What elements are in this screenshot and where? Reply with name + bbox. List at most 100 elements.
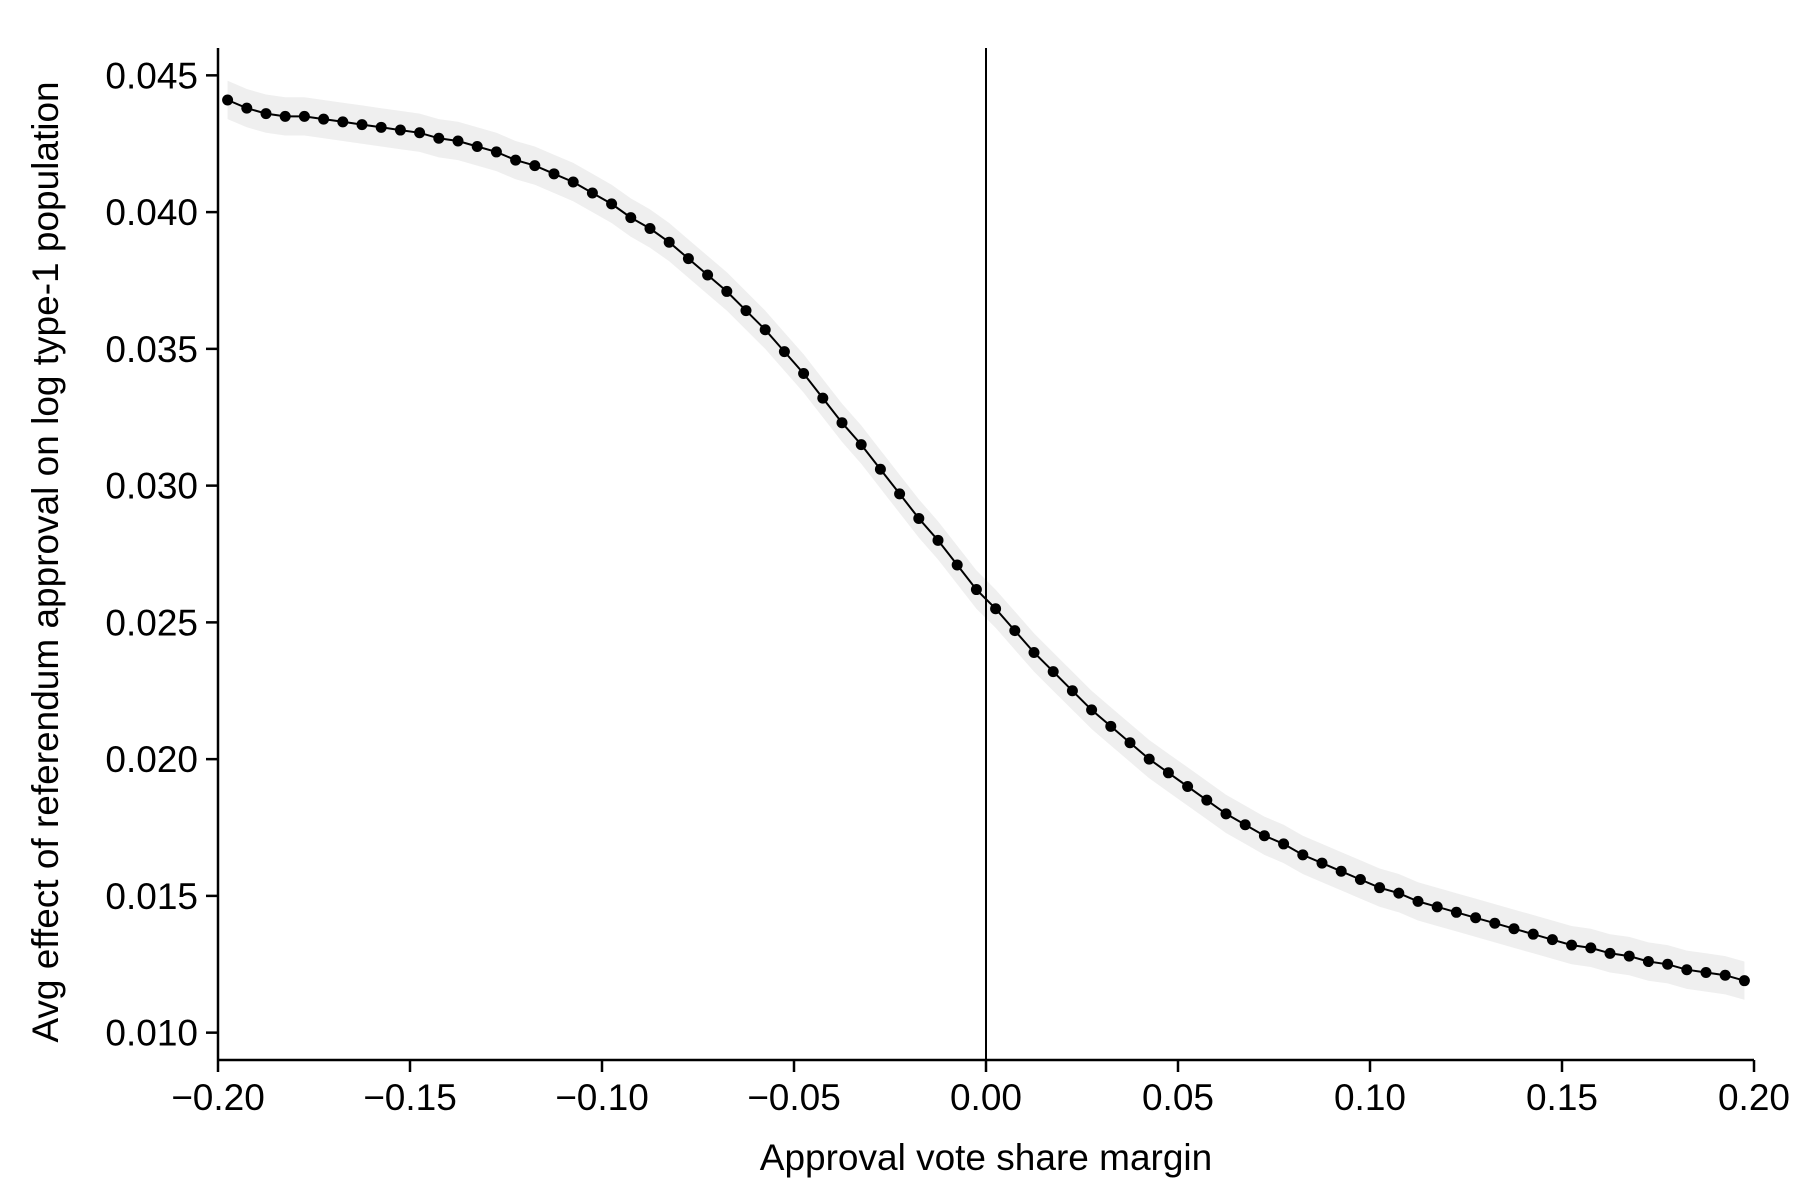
data-point bbox=[1681, 964, 1693, 976]
data-point bbox=[298, 110, 310, 122]
data-point bbox=[567, 176, 579, 188]
data-point bbox=[1527, 928, 1539, 940]
x-axis-ticks: −0.20 −0.15 −0.10 −0.05 0.00 0.05 0.10 0.15 0.20 bbox=[171, 1060, 1790, 1118]
data-point bbox=[1738, 975, 1750, 987]
data-point bbox=[586, 187, 598, 199]
data-point bbox=[1719, 969, 1731, 981]
data-point bbox=[510, 154, 522, 166]
data-point bbox=[1642, 956, 1654, 968]
data-point bbox=[1086, 704, 1098, 716]
data-point bbox=[855, 439, 867, 451]
data-point bbox=[222, 94, 234, 106]
x-tick-label: −0.15 bbox=[363, 1077, 457, 1118]
data-point bbox=[1182, 780, 1194, 792]
axes: −0.20 −0.15 −0.10 −0.05 0.00 0.05 0.10 0.15 0.20… bbox=[25, 48, 1790, 1178]
plot-layer bbox=[222, 48, 1750, 1060]
data-point bbox=[1201, 794, 1213, 806]
data-point bbox=[874, 463, 886, 475]
data-point bbox=[1623, 950, 1635, 962]
x-tick-label: 0.15 bbox=[1526, 1077, 1598, 1118]
y-tick-label: 0.025 bbox=[105, 602, 198, 643]
data-point bbox=[702, 269, 714, 281]
data-point bbox=[490, 146, 502, 158]
data-point bbox=[471, 140, 483, 152]
x-tick-label: 0.05 bbox=[1142, 1077, 1214, 1118]
data-point bbox=[548, 168, 560, 180]
data-point bbox=[1546, 934, 1558, 946]
data-point bbox=[1470, 912, 1482, 924]
data-point bbox=[836, 417, 848, 429]
data-point bbox=[1239, 819, 1251, 831]
data-point bbox=[356, 119, 368, 131]
data-point bbox=[1162, 767, 1174, 779]
y-axis-ticks: 0.010 0.015 0.020 0.025 0.030 0.035 0.040 0.045 bbox=[105, 55, 218, 1054]
data-point bbox=[1508, 923, 1520, 935]
data-point bbox=[798, 367, 810, 379]
data-point bbox=[260, 108, 272, 120]
y-tick-label: 0.045 bbox=[105, 55, 198, 96]
data-point bbox=[1604, 947, 1616, 959]
y-tick-label: 0.035 bbox=[105, 329, 198, 370]
data-point bbox=[1258, 830, 1270, 842]
data-point bbox=[913, 512, 925, 524]
data-point bbox=[778, 346, 790, 358]
data-point bbox=[740, 305, 752, 317]
x-tick-label: −0.10 bbox=[555, 1077, 649, 1118]
x-tick-label: −0.05 bbox=[747, 1077, 841, 1118]
x-tick-label: 0.00 bbox=[950, 1077, 1022, 1118]
y-tick-label: 0.015 bbox=[105, 876, 198, 917]
y-tick-label: 0.010 bbox=[105, 1013, 198, 1054]
data-point bbox=[394, 124, 406, 136]
data-point bbox=[1700, 966, 1712, 978]
data-point bbox=[279, 110, 291, 122]
data-point bbox=[1431, 901, 1443, 913]
data-point bbox=[1374, 882, 1386, 894]
data-point bbox=[894, 488, 906, 500]
data-point bbox=[1278, 838, 1290, 850]
y-tick-label: 0.030 bbox=[105, 466, 198, 507]
data-point bbox=[990, 603, 1002, 615]
data-point bbox=[1297, 849, 1309, 861]
x-tick-label: 0.10 bbox=[1334, 1077, 1406, 1118]
data-point bbox=[1393, 887, 1405, 899]
data-point bbox=[759, 324, 771, 336]
data-point bbox=[375, 121, 387, 133]
data-point bbox=[529, 160, 541, 172]
data-point bbox=[337, 116, 349, 128]
data-point bbox=[625, 212, 637, 224]
data-point bbox=[606, 198, 618, 210]
data-point bbox=[414, 127, 426, 139]
x-tick-label: 0.20 bbox=[1718, 1077, 1790, 1118]
data-point bbox=[1450, 906, 1462, 918]
data-point bbox=[1220, 808, 1232, 820]
y-axis-label: Avg effect of referendum approval on log… bbox=[25, 81, 66, 1042]
data-point bbox=[433, 132, 445, 144]
data-point bbox=[1566, 939, 1578, 951]
data-point bbox=[1143, 753, 1155, 765]
data-point bbox=[1105, 720, 1117, 732]
data-point bbox=[1585, 942, 1597, 954]
data-point bbox=[644, 223, 656, 235]
data-point bbox=[318, 113, 330, 125]
y-tick-label: 0.020 bbox=[105, 739, 198, 780]
data-point bbox=[1124, 737, 1136, 749]
data-point bbox=[817, 392, 829, 404]
data-point bbox=[241, 102, 253, 114]
data-point bbox=[452, 135, 464, 147]
data-point bbox=[1354, 873, 1366, 885]
x-axis-label: Approval vote share margin bbox=[760, 1137, 1212, 1178]
data-point bbox=[682, 253, 694, 265]
data-point bbox=[1316, 857, 1328, 869]
data-point bbox=[1662, 958, 1674, 970]
data-point bbox=[1412, 895, 1424, 907]
x-tick-label: −0.20 bbox=[171, 1077, 265, 1118]
data-point bbox=[1009, 625, 1021, 637]
data-point bbox=[970, 584, 982, 596]
data-point bbox=[663, 236, 675, 248]
data-point bbox=[951, 559, 963, 571]
data-point bbox=[721, 285, 733, 297]
data-point bbox=[1028, 646, 1040, 658]
data-points bbox=[222, 94, 1750, 987]
data-point bbox=[1489, 917, 1501, 929]
